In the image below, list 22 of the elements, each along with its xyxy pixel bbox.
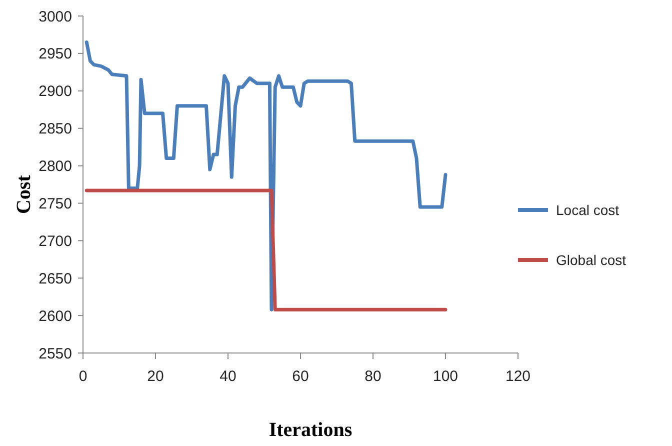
legend-label: Global cost <box>556 252 626 268</box>
x-tick-label: 0 <box>78 368 88 385</box>
y-axis-title: Cost <box>13 174 35 214</box>
y-tick-label: 2850 <box>38 120 72 138</box>
y-tick-label: 2750 <box>38 195 72 212</box>
y-tick-label: 2550 <box>38 345 72 362</box>
x-tick-label: 40 <box>220 368 236 385</box>
x-tick-label: 20 <box>147 368 164 385</box>
legend-label: Local cost <box>556 202 620 218</box>
x-tick-label: 100 <box>432 368 458 385</box>
y-tick-label: 2650 <box>38 270 72 288</box>
y-tick-label: 3000 <box>38 8 72 26</box>
y-tick-label: 2700 <box>38 232 72 250</box>
x-axis-title: Iterations <box>268 419 352 441</box>
x-tick-label: 80 <box>364 368 382 385</box>
line-series <box>84 40 448 312</box>
y-tick-label: 2600 <box>38 308 72 325</box>
y-tick-label: 2950 <box>38 46 72 63</box>
y-tick-label: 2900 <box>38 83 72 100</box>
x-tick-label: 120 <box>505 368 531 385</box>
x-tick-label: 60 <box>292 368 309 385</box>
y-tick-label: 2800 <box>38 158 72 176</box>
